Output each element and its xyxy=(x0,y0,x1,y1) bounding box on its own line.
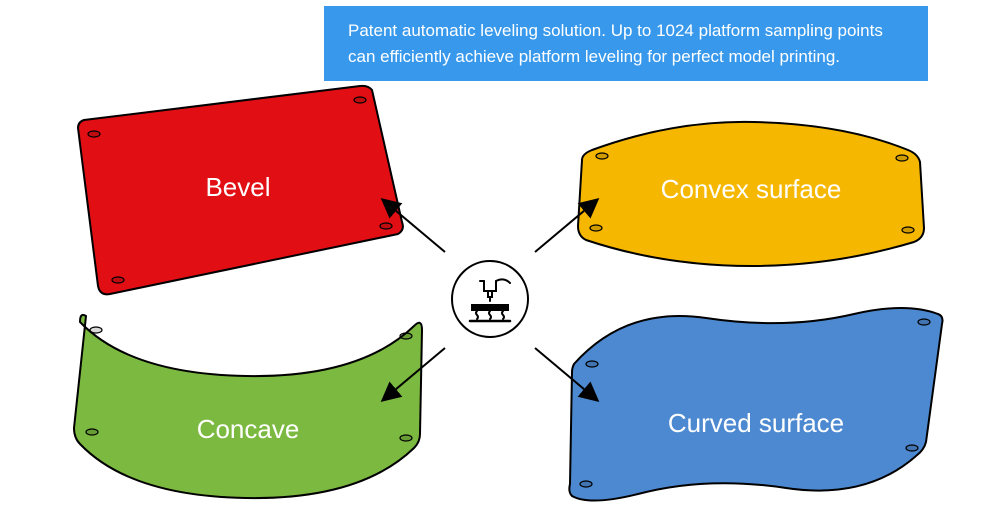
info-banner: Patent automatic leveling solution. Up t… xyxy=(324,6,928,81)
printer-icon xyxy=(464,275,516,323)
center-printer-icon xyxy=(451,260,529,338)
surface-bevel-label: Bevel xyxy=(70,172,406,203)
surface-convex-label: Convex surface xyxy=(574,174,928,205)
surface-convex: Convex surface xyxy=(574,116,928,270)
surface-concave: Concave xyxy=(70,304,426,504)
surface-bevel: Bevel xyxy=(70,82,406,300)
surface-curved-shape xyxy=(566,300,946,510)
surface-concave-label: Concave xyxy=(70,414,426,445)
surface-concave-shape xyxy=(70,304,426,504)
surface-curved-label: Curved surface xyxy=(566,408,946,439)
surface-curved: Curved surface xyxy=(566,300,946,510)
